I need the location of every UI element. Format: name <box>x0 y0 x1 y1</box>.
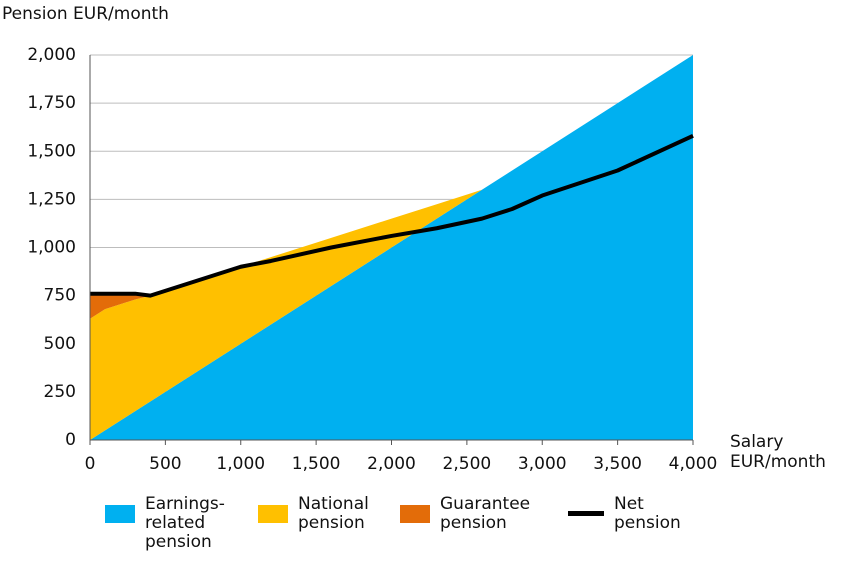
legend-swatch <box>568 511 604 516</box>
legend-item: Earnings-related pension <box>105 495 237 552</box>
legend-swatch <box>105 505 135 523</box>
y-tick-label: 2,000 <box>27 45 76 65</box>
legend-item: National pension <box>258 495 390 533</box>
y-axis-title: Pension EUR/month <box>2 4 169 24</box>
legend-item: Net pension <box>568 495 706 533</box>
x-tick-label: 500 <box>149 454 181 474</box>
legend-label: Guarantee pension <box>440 494 531 533</box>
y-tick-label: 1,500 <box>27 141 76 161</box>
y-tick-label: 1,000 <box>27 238 76 258</box>
x-tick-label: 1,500 <box>292 454 341 474</box>
y-tick-label: 1,750 <box>27 93 76 113</box>
y-tick-label: 250 <box>44 382 76 402</box>
y-tick-label: 750 <box>44 286 76 306</box>
legend-label: National pension <box>298 494 369 533</box>
y-tick-label: 500 <box>44 334 76 354</box>
x-tick-label: 2,500 <box>443 454 492 474</box>
legend-swatch <box>400 505 430 523</box>
y-tick-label: 0 <box>65 430 76 450</box>
area <box>90 55 693 440</box>
legend-item: Guarantee pension <box>400 495 532 533</box>
y-tick-label: 1,250 <box>27 189 76 209</box>
legend-label: Net pension <box>614 494 681 533</box>
line <box>90 134 694 298</box>
x-tick-label: 4,000 <box>669 454 718 474</box>
x-tick-label: 3,500 <box>593 454 642 474</box>
legend-swatch <box>258 505 288 523</box>
x-tick-label: 0 <box>85 454 96 474</box>
x-tick-label: 2,000 <box>367 454 416 474</box>
legend-label: Earnings-related pension <box>145 494 225 552</box>
x-axis-title: Salary EUR/month <box>730 432 826 472</box>
x-tick-label: 3,000 <box>518 454 567 474</box>
x-tick-label: 1,000 <box>216 454 265 474</box>
